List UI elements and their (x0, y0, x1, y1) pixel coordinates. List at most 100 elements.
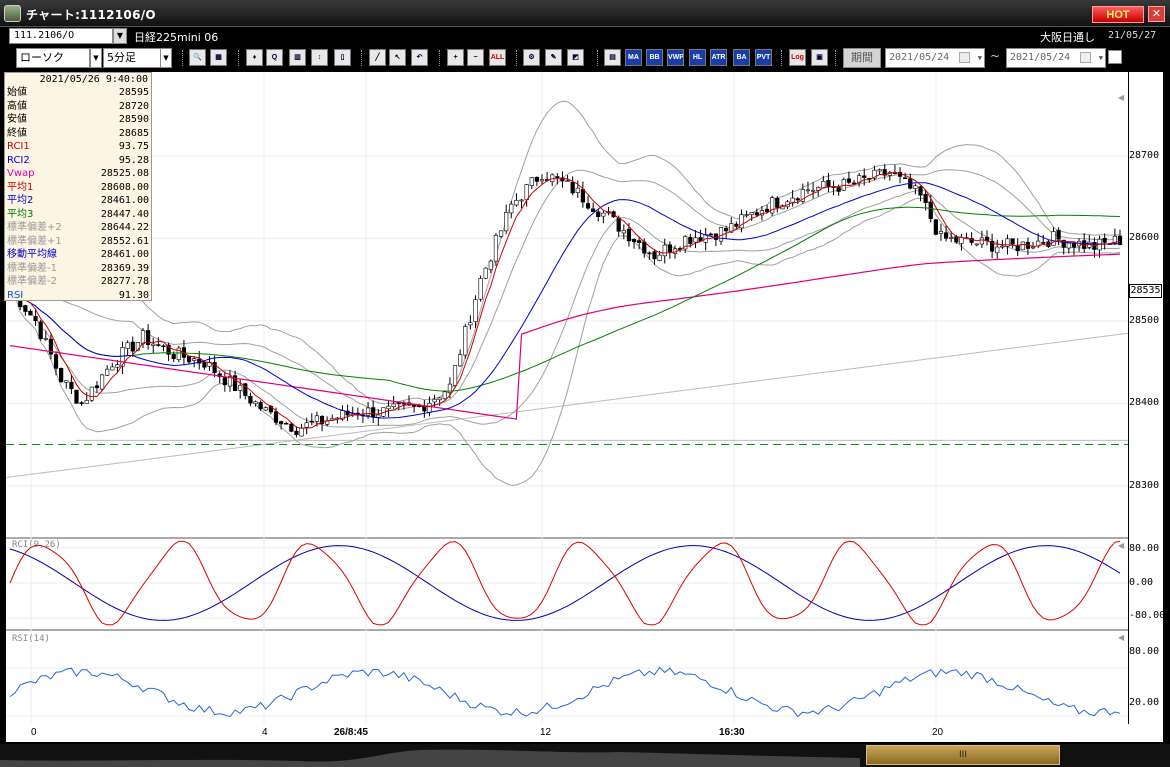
chart-type-select[interactable]: ローソク (16, 48, 90, 68)
signal-icon[interactable]: ↕ (311, 49, 328, 66)
symbol-name: 日経225mini 06 (134, 31, 219, 44)
info-key: 標準偏差-1 (7, 262, 57, 274)
candle-body (826, 180, 831, 187)
rsi-panel-label: RSI(14) (12, 634, 50, 644)
date-range-checkbox[interactable] (1108, 50, 1122, 64)
chevron-down-icon[interactable]: ▼ (1098, 54, 1103, 62)
candle-body (130, 341, 135, 352)
info-row: Vwap 28525.08 (7, 167, 149, 180)
candle-body (928, 201, 933, 219)
candle-body (959, 237, 964, 244)
candle-body (386, 405, 391, 410)
calendar-icon[interactable] (959, 52, 970, 63)
export-icon[interactable]: ▣ (811, 49, 828, 66)
candle-body (232, 375, 238, 392)
info-row: 平均2 28461.00 (7, 194, 149, 207)
bb-icon[interactable]: BB (646, 49, 663, 66)
candle-body (1117, 235, 1123, 245)
candle-body (1030, 246, 1036, 249)
symbol-dropdown-icon[interactable]: ▼ (113, 28, 127, 44)
symbol-input[interactable]: 111.2106/O (9, 28, 113, 44)
panel-scroll-arrow: ◀ (1118, 541, 1125, 550)
candle-body (693, 237, 698, 243)
price-chart[interactable]: ◀ ◀ ◀ (6, 72, 1128, 724)
candle-body (43, 338, 48, 340)
price-axis (1128, 72, 1163, 724)
search-symbol-icon[interactable]: Q (266, 49, 283, 66)
zoom-in-icon[interactable]: + (447, 49, 464, 66)
candle-body (979, 237, 984, 245)
candle-body (79, 402, 84, 404)
zoom-icon[interactable]: 🔍 (189, 49, 206, 66)
rsi-axis-80: 80.00 (1129, 646, 1160, 657)
candle-body (432, 398, 437, 403)
candle-body (954, 236, 959, 243)
info-value: 28644.22 (100, 222, 149, 233)
cursor-icon[interactable]: ↖ (389, 49, 406, 66)
candle-body (1000, 245, 1005, 248)
candle-body (560, 177, 565, 182)
candle-body (248, 395, 253, 404)
interval-dropdown-icon[interactable]: ▼ (160, 48, 172, 68)
info-key: 終値 (7, 127, 27, 139)
ba-icon[interactable]: BA (733, 49, 750, 66)
candle-body (570, 182, 575, 194)
time-axis-label: 26/8:45 (334, 727, 368, 738)
close-button[interactable]: ✕ (1148, 6, 1165, 22)
trendline-icon[interactable]: ╱ (369, 49, 386, 66)
vwap-icon[interactable]: VWP (667, 49, 684, 66)
ohlc-info-panel: 2021/05/26 9:40:00 始値 28595 高値 28720 安値 28590… (4, 72, 152, 301)
candle-body (202, 361, 207, 368)
candle-body (810, 189, 816, 192)
ma-icon[interactable]: MA (625, 49, 642, 66)
toolbar-separator (835, 50, 837, 66)
calendar-icon[interactable] (1080, 52, 1091, 63)
candle-tool-icon[interactable]: ♦ (246, 49, 263, 66)
info-row: 高値 28720 (7, 100, 149, 113)
hot-button[interactable]: HOT (1092, 6, 1144, 23)
compare-icon[interactable]: ▥ (289, 49, 306, 66)
candle-body (498, 230, 504, 237)
undo-icon[interactable]: ↶ (411, 49, 428, 66)
candle-body (140, 330, 146, 345)
candle-body (166, 344, 171, 355)
date-from-input[interactable]: 2021/05/24 ▼ (885, 48, 985, 68)
candle-body (974, 243, 979, 246)
lock-icon[interactable]: ▯ (334, 49, 351, 66)
last-price-label: 28535 (1129, 284, 1162, 298)
all-icon[interactable]: ALL (489, 49, 506, 66)
interval-select[interactable]: 5分足 (103, 48, 162, 68)
pvt-icon[interactable]: PVT (755, 49, 772, 66)
zoom-out-icon[interactable]: − (467, 49, 484, 66)
candle-body (790, 197, 795, 204)
layout-icon[interactable]: ▦ (210, 49, 227, 66)
candle-body (1071, 243, 1077, 248)
atr-icon[interactable]: ATR (710, 49, 727, 66)
color-icon[interactable]: ◩ (567, 49, 584, 66)
candle-body (89, 386, 94, 401)
info-key: 平均3 (7, 208, 34, 220)
candle-body (176, 347, 181, 360)
candle-body (23, 305, 28, 312)
band-minus-1 (9, 189, 1121, 428)
candle-body (872, 169, 877, 179)
date-to-input[interactable]: 2021/05/24 ▼ (1006, 48, 1106, 68)
chart-type-dropdown-icon[interactable]: ▼ (90, 48, 102, 68)
candle-body (631, 239, 637, 242)
period-button[interactable]: 期間 (843, 48, 881, 68)
candle-body (683, 236, 688, 250)
chevron-down-icon[interactable]: ▼ (977, 54, 982, 62)
hl-icon[interactable]: HL (689, 49, 706, 66)
info-key: RSI (7, 289, 24, 301)
candle-body (688, 236, 693, 244)
candle-body (949, 237, 954, 239)
candle-body (156, 344, 161, 346)
candle-body (437, 397, 442, 401)
log-icon[interactable]: Log (789, 49, 806, 66)
settings-icon[interactable]: ⚙ (523, 49, 540, 66)
scrollbar-thumb[interactable]: III (866, 745, 1060, 765)
info-key: RCI1 (7, 141, 30, 152)
grid-icon[interactable]: ▤ (604, 49, 621, 66)
candle-body (186, 355, 192, 363)
tools-icon[interactable]: ✎ (545, 49, 562, 66)
